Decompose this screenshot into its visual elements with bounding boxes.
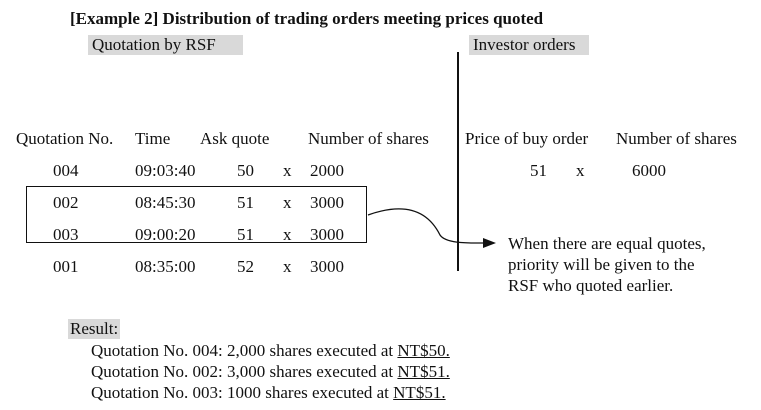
row-times-sign: x (283, 257, 292, 276)
row-ask: 52 (237, 257, 254, 276)
row-shares: 3000 (310, 257, 344, 276)
row-time: 09:03:40 (135, 161, 196, 180)
row-time: 08:45:30 (135, 193, 196, 212)
row-ask: 51 (237, 225, 254, 244)
equal-quotes-box (26, 186, 367, 243)
row-times-sign: x (283, 161, 292, 180)
investor-shares: 6000 (632, 161, 666, 180)
priority-note: When there are equal quotes, priority wi… (508, 233, 748, 296)
result-text: Quotation No. 002: 3,000 shares executed… (91, 362, 398, 381)
row-shares: 3000 (310, 225, 344, 244)
row-quotation-no: 002 (53, 193, 79, 212)
investor-section-label: Investor orders (469, 35, 589, 55)
result-price: NT$50. (397, 341, 450, 360)
result-label: Result: (68, 319, 121, 339)
page-title: [Example 2] Distribution of trading orde… (70, 9, 544, 28)
table-divider (457, 52, 459, 271)
row-times-sign: x (283, 193, 292, 212)
row-quotation-no: 003 (53, 225, 79, 244)
row-time: 09:00:20 (135, 225, 196, 244)
row-ask: 51 (237, 193, 254, 212)
result-line: Quotation No. 004: 2,000 shares executed… (91, 341, 450, 361)
header-time: Time (135, 129, 171, 148)
header-number-of-shares: Number of shares (308, 129, 429, 148)
row-shares: 3000 (310, 193, 344, 212)
result-price: NT$51. (397, 362, 450, 381)
row-quotation-no: 004 (53, 161, 79, 180)
investor-times-sign: x (576, 161, 585, 180)
row-shares: 2000 (310, 161, 344, 180)
result-line: Quotation No. 003: 1000 shares executed … (91, 383, 446, 403)
row-quotation-no: 001 (53, 257, 79, 276)
result-line: Quotation No. 002: 3,000 shares executed… (91, 362, 450, 382)
note-line: priority will be given to the (508, 255, 695, 274)
note-line: RSF who quoted earlier. (508, 276, 674, 295)
investor-price: 51 (530, 161, 547, 180)
header-price-of-buy-order: Price of buy order (465, 129, 589, 148)
row-ask: 50 (237, 161, 254, 180)
result-text: Quotation No. 003: 1000 shares executed … (91, 383, 394, 402)
result-text: Quotation No. 004: 2,000 shares executed… (91, 341, 398, 360)
rsf-section-label: Quotation by RSF (88, 35, 243, 55)
row-times-sign: x (283, 225, 292, 244)
header-ask-quote: Ask quote (200, 129, 270, 148)
header-investor-number-of-shares: Number of shares (616, 129, 737, 148)
row-time: 08:35:00 (135, 257, 196, 276)
note-line: When there are equal quotes, (508, 234, 706, 253)
header-quotation-no: Quotation No. (16, 129, 114, 148)
result-price: NT$51. (393, 383, 446, 402)
